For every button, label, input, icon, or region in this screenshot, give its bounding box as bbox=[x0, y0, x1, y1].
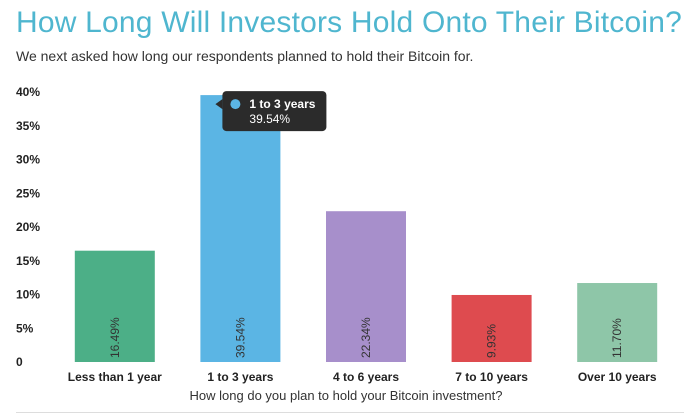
y-tick-label: 40% bbox=[16, 85, 40, 99]
category-label: 7 to 10 years bbox=[455, 370, 528, 384]
data-label: 9.93% bbox=[485, 324, 499, 358]
tooltip-pointer bbox=[215, 99, 223, 110]
tooltip-title: 1 to 3 years bbox=[249, 97, 315, 111]
y-tick-label: 5% bbox=[16, 321, 34, 335]
category-label: Over 10 years bbox=[578, 370, 657, 384]
bar[interactable] bbox=[200, 95, 281, 362]
tooltip-value: 39.54% bbox=[249, 112, 290, 126]
x-axis-title: How long do you plan to hold your Bitcoi… bbox=[190, 388, 503, 403]
category-label: 1 to 3 years bbox=[207, 370, 273, 384]
page-subtitle: We next asked how long our respondents p… bbox=[16, 48, 474, 64]
bar[interactable] bbox=[74, 250, 155, 362]
y-tick-label: 25% bbox=[16, 186, 40, 200]
bar[interactable] bbox=[326, 211, 406, 362]
bars: 16.49% 39.54% 22.34% 9.93% 11.70% bbox=[74, 95, 658, 362]
data-label: 39.54% bbox=[233, 317, 247, 358]
tooltip-box bbox=[222, 91, 327, 132]
y-tick-label: 20% bbox=[16, 220, 40, 234]
data-label: 16.49% bbox=[108, 317, 122, 358]
y-tick-label: 15% bbox=[16, 254, 40, 268]
data-label: 22.34% bbox=[359, 317, 373, 358]
page-title: How Long Will Investors Hold Onto Their … bbox=[16, 6, 682, 39]
tooltip-marker-icon bbox=[230, 99, 241, 110]
y-tick-label: 30% bbox=[16, 153, 40, 167]
category-label: 4 to 6 years bbox=[333, 370, 399, 384]
y-axis: 0 5% 10% 15% 20% 25% 30% 35% 40% bbox=[16, 85, 40, 369]
bar[interactable] bbox=[451, 294, 532, 362]
x-axis: Less than 1 year 1 to 3 years 4 to 6 years… bbox=[68, 370, 657, 384]
bar[interactable] bbox=[577, 283, 658, 362]
data-label: 11.70% bbox=[610, 318, 624, 358]
category-label: Less than 1 year bbox=[68, 370, 162, 384]
divider bbox=[16, 412, 684, 413]
y-tick-label: 0 bbox=[16, 355, 23, 369]
y-tick-label: 35% bbox=[16, 119, 40, 133]
y-tick-label: 10% bbox=[16, 288, 40, 302]
